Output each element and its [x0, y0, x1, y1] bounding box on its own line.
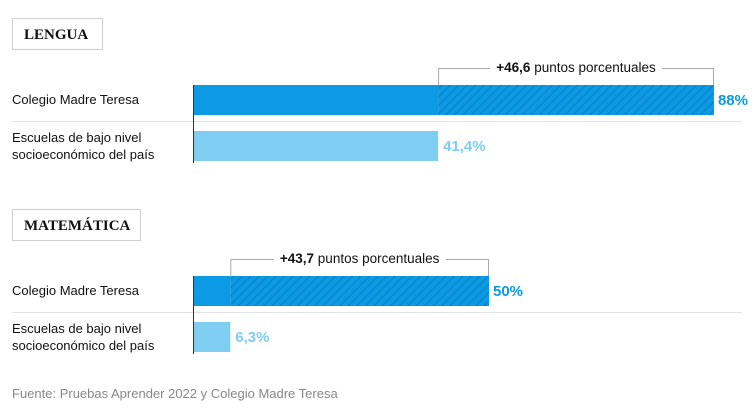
section-title-box-matematica [12, 209, 141, 241]
value-label-school-lengua: 88% [718, 92, 748, 109]
bar-school-matematica [193, 276, 231, 306]
bar-school-lengua [193, 85, 439, 115]
difference-annotation-bg-lengua [490, 59, 663, 76]
bar-national-lengua [193, 131, 439, 161]
value-label-national-lengua: 41,4% [443, 138, 486, 155]
bar-school-difference-matematica [230, 276, 489, 306]
difference-annotation-matematica: +43,7 puntos porcentuales [280, 251, 440, 266]
bar-school-difference-lengua [438, 85, 714, 115]
category-label-school-lengua: Colegio Madre Teresa [12, 92, 140, 107]
bar-national-matematica [193, 322, 231, 352]
section-title-box-lengua [12, 18, 103, 50]
section-title-lengua: LENGUA [24, 27, 88, 43]
value-label-national-matematica: 6,3% [235, 329, 269, 346]
comparison-chart: LENGUA Colegio Madre Teresa Escuelas de ba… [12, 18, 748, 354]
difference-annotation-bg-matematica [273, 250, 446, 267]
value-label-school-matematica: 50% [493, 283, 523, 300]
difference-annotation-lengua: +46,6 puntos porcentuales [496, 60, 656, 75]
category-label-national-lengua: Escuelas de bajo nivel socioeconómico del… [12, 130, 155, 162]
category-label-national-matematica: Escuelas de bajo nivel socioeconómico del… [12, 321, 155, 353]
source-note: Fuente: Pruebas Aprender 2022 y Colegio … [12, 386, 338, 401]
section-title-matematica: MATEMÁTICA [24, 217, 131, 234]
category-label-school-matematica: Colegio Madre Teresa [12, 283, 140, 298]
